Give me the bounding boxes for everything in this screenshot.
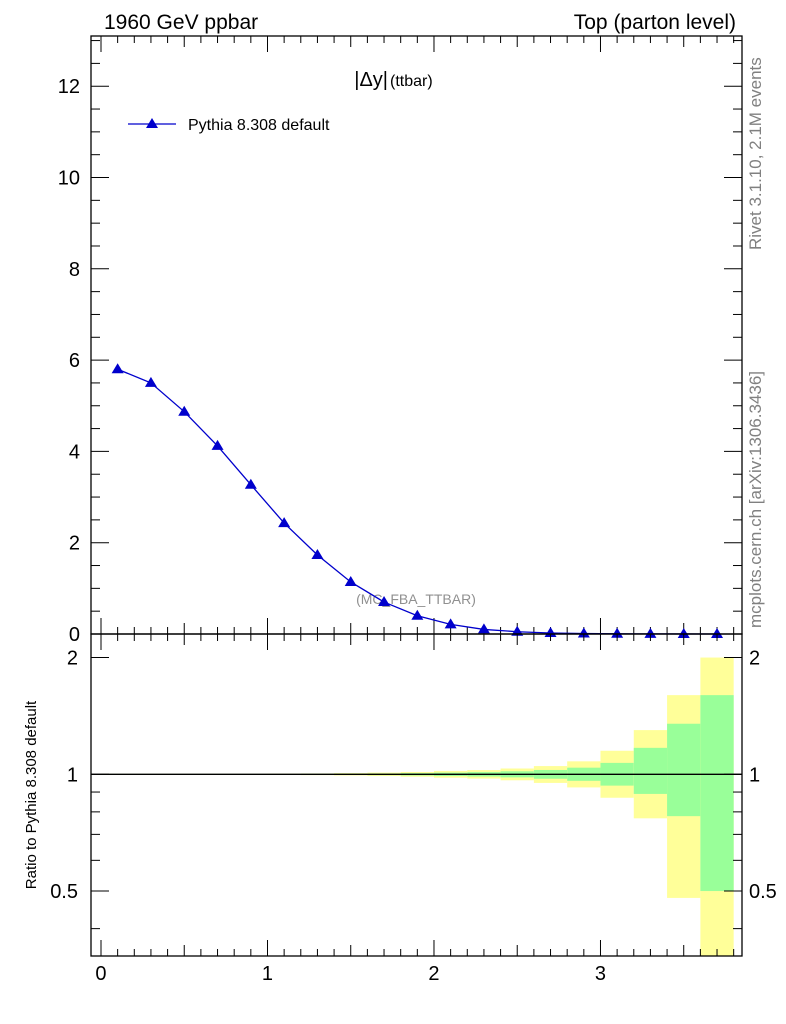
- legend: Pythia 8.308 default: [128, 117, 330, 134]
- ratio-y-tick-label-left: 1: [67, 764, 78, 786]
- y-tick-label: 4: [69, 441, 80, 463]
- legend-triangle-marker: [146, 118, 158, 128]
- ratio-y-axis-label: Ratio to Pythia 8.308 default: [23, 700, 40, 889]
- data-point-marker: [111, 363, 124, 374]
- data-point-marker: [644, 627, 657, 638]
- x-tick-label: 0: [95, 963, 106, 985]
- y-tick-label: 2: [69, 533, 80, 555]
- data-point-marker: [344, 575, 357, 586]
- rivet-info-label: Rivet 3.1.10, 2.1M events: [746, 57, 765, 250]
- ratio-y-tick-label-right: 2: [749, 648, 760, 670]
- uncertainty-band-inner: [700, 695, 734, 892]
- y-tick-label: 10: [58, 168, 80, 190]
- plot-title-main: |Δy|: [354, 69, 388, 91]
- ratio-y-tick-label-right: 0.5: [749, 881, 777, 903]
- data-point-marker: [611, 627, 624, 638]
- data-point-marker: [511, 625, 524, 636]
- x-tick-label: 2: [428, 963, 439, 985]
- data-point-marker: [278, 517, 291, 528]
- y-tick-label: 6: [69, 350, 80, 372]
- data-point-marker: [411, 609, 424, 620]
- data-point-marker: [477, 623, 490, 634]
- uncertainty-band-inner: [633, 747, 668, 794]
- y-tick-label: 8: [69, 259, 80, 281]
- x-tick-label: 1: [262, 963, 273, 985]
- ratio-y-tick-label-left: 2: [67, 648, 78, 670]
- watermark-label: (MC_FBA_TTBAR): [356, 591, 476, 607]
- ratio-y-tick-label-right: 1: [749, 764, 760, 786]
- ratio-plot-frame: [90, 633, 743, 957]
- data-point-marker: [211, 439, 224, 450]
- data-point-marker: [311, 549, 324, 560]
- data-point-marker: [444, 618, 457, 629]
- ratio-y-tick-label-left: 0.5: [50, 881, 78, 903]
- legend-series-label: Pythia 8.308 default: [188, 117, 330, 134]
- x-tick-label: 3: [595, 963, 606, 985]
- data-point-marker: [144, 376, 157, 387]
- data-point-marker: [577, 627, 590, 638]
- ratio-plot-panel: 0.5 0.5 1 1 2 2 0 1 2 3 Ratio to Pythia 8.308 de…: [23, 633, 777, 985]
- data-point-marker: [711, 627, 724, 638]
- y-tick-label: 12: [58, 76, 80, 98]
- data-point-marker: [677, 627, 690, 638]
- header-left-label: 1960 GeV ppbar: [104, 11, 258, 34]
- y-tick-label: 0: [69, 624, 80, 646]
- data-point-marker: [378, 596, 391, 607]
- main-plot-panel: |Δy| (ttbar) (MC_FBA_TTBAR) 0 2 4 6 8 10 12 Py…: [58, 35, 743, 646]
- header-right-label: Top (parton level): [574, 11, 736, 34]
- plot-title-sub: (ttbar): [390, 73, 433, 90]
- data-point-marker: [178, 405, 191, 416]
- uncertainty-band-inner: [667, 723, 701, 817]
- data-point-marker: [244, 478, 257, 489]
- mcplots-label: mcplots.cern.ch [arXiv:1306.3436]: [746, 371, 765, 628]
